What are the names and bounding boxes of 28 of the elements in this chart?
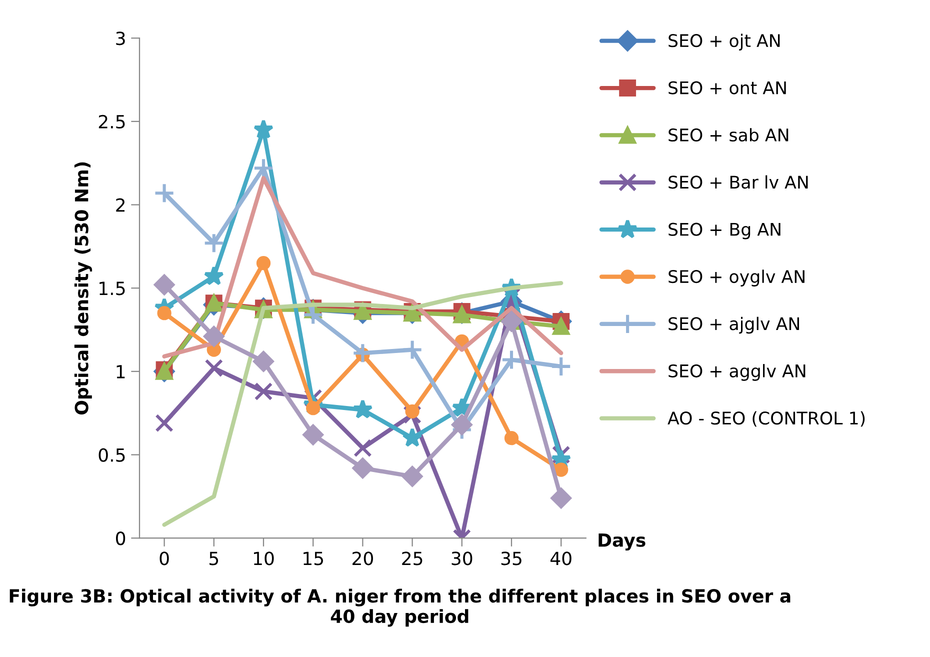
y-tick-label: 3	[116, 32, 125, 46]
text: Figure 3B: Optical activity of A. niger from the different places in SEO over a 40 day period	[10, 588, 790, 627]
y-tick-label: 0	[116, 532, 126, 546]
x-tick-label: 15	[304, 552, 324, 566]
x-axis-title: Days	[598, 534, 646, 551]
y-tick-label: 2	[116, 198, 124, 212]
y-tick-label: 0.5	[98, 448, 125, 462]
x-tick-label: 25	[402, 552, 422, 566]
x-tick-label: 35	[501, 552, 522, 566]
legend-label: SEO + sab AN	[668, 128, 788, 142]
legend-label: SEO + ont AN	[668, 81, 786, 94]
legend-label: SEO + Bg AN	[668, 222, 780, 240]
x-tick-label: 20	[352, 552, 373, 566]
legend-label: SEO + agglv AN	[668, 364, 806, 381]
y-tick-label: 1	[116, 365, 125, 378]
x-tick-label: 30	[452, 552, 472, 566]
x-tick-label: 5	[210, 552, 218, 566]
y-tick-label: 1.5	[100, 282, 125, 296]
y-tick-label: 2.5	[98, 114, 125, 129]
legend-label: SEO + ajglv AN	[668, 316, 799, 334]
legend-label: SEO + oyglv AN	[668, 270, 804, 286]
legend-label: SEO + ojt AN	[668, 34, 780, 51]
y-axis-title: Optical density (530 Nm)	[74, 162, 92, 414]
x-tick-label: 0	[160, 552, 169, 566]
x-tick-label: 10	[254, 552, 274, 566]
legend-label: AO - SEO (CONTROL 1)	[668, 411, 865, 427]
x-tick-label: 40	[550, 552, 572, 566]
legend-label: SEO + Bar lv AN	[668, 175, 808, 189]
